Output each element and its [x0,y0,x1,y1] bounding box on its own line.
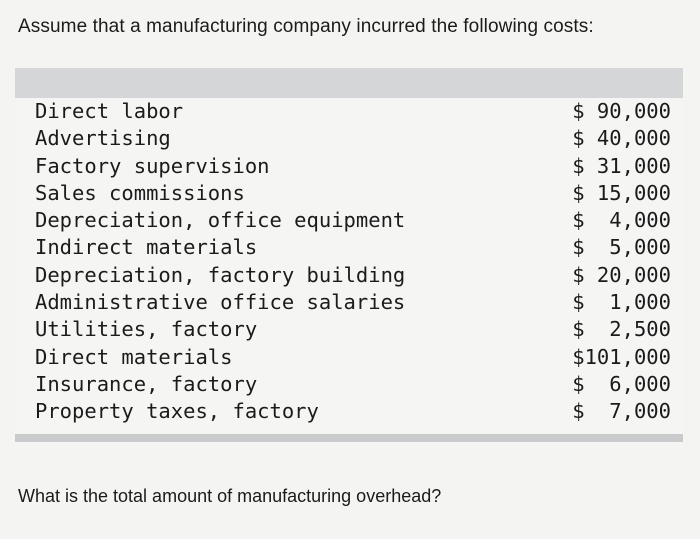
table-row: Direct materials $101,000 [15,344,683,371]
intro-text: Assume that a manufacturing company incu… [18,16,594,37]
cost-label: Indirect materials [35,235,258,260]
cost-list: Direct labor $ 90,000 Advertising $ 40,0… [15,98,683,426]
cost-label: Direct materials [35,344,233,369]
cost-label: Factory supervision [35,153,270,178]
table-row: Direct labor $ 90,000 [15,98,683,125]
cost-amount: $ 90,000 [572,99,671,123]
table-row: Indirect materials $ 5,000 [15,234,683,261]
table-header-bar [15,68,683,98]
cost-amount: $ 20,000 [572,262,671,287]
cost-label: Utilities, factory [35,317,258,342]
cost-amount: $ 2,500 [572,317,671,342]
cost-table: Direct labor $ 90,000 Advertising $ 40,0… [15,68,683,448]
cost-amount: $ 15,000 [572,180,671,205]
cost-label: Sales commissions [35,180,245,205]
table-row: Factory supervision $ 31,000 [15,153,683,180]
cost-amount: $ 1,000 [572,290,671,315]
cost-label: Insurance, factory [35,371,258,396]
table-row: Sales commissions $ 15,000 [15,180,683,207]
cost-amount: $ 40,000 [572,126,671,151]
cost-amount: $ 4,000 [572,208,671,233]
cost-label: Depreciation, office equipment [35,208,406,233]
table-row: Depreciation, factory building $ 20,000 [15,262,683,289]
cost-amount: $ 5,000 [572,235,671,260]
cost-amount: $ 6,000 [572,371,671,396]
cost-amount: $ 7,000 [572,399,671,424]
question-text: What is the total amount of manufacturin… [18,486,442,506]
table-row: Advertising $ 40,000 [15,125,683,152]
table-row: Administrative office salaries $ 1,000 [15,289,683,316]
table-row: Insurance, factory $ 6,000 [15,371,683,398]
table-row: Depreciation, office equipment $ 4,000 [15,207,683,234]
cost-label: Direct labor [35,99,184,123]
table-row: Property taxes, factory $ 7,000 [15,398,683,425]
cost-label: Advertising [35,126,171,151]
cost-label: Property taxes, factory [35,399,319,424]
cost-label: Administrative office salaries [35,290,406,315]
cost-amount: $ 31,000 [572,153,671,178]
cost-amount: $101,000 [572,344,671,369]
cost-label: Depreciation, factory building [35,262,406,287]
table-bottom-rule [15,434,683,442]
table-row: Utilities, factory $ 2,500 [15,316,683,343]
